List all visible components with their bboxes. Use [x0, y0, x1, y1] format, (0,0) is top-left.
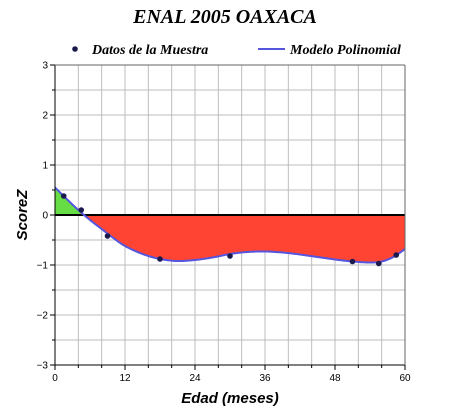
area-negative	[55, 215, 405, 263]
legend-marker-scatter	[72, 46, 78, 52]
x-tick-label: 60	[399, 373, 411, 384]
data-point	[375, 260, 382, 267]
x-tick-label: 0	[52, 373, 58, 384]
series-line-modelo-polinomial	[54, 186, 406, 264]
y-axis-label: ScoreZ	[14, 189, 31, 241]
plot-area: 0 12 24 36 48 60 3 2 1 0 −1 −2 −3	[37, 61, 411, 385]
x-axis-label: Edad (meses)	[181, 390, 279, 407]
x-tick-label: 24	[189, 373, 201, 384]
data-point	[393, 252, 400, 258]
data-point	[157, 256, 163, 262]
x-tick-label: 36	[259, 373, 271, 384]
y-tick-label: 2	[42, 111, 48, 122]
data-point	[349, 258, 356, 265]
y-tick-label: 0	[42, 211, 48, 222]
legend-label-line: Modelo Polinomial	[289, 43, 401, 58]
y-tick-label: −1	[37, 261, 49, 272]
legend-label-scatter: Datos de la Muestra	[91, 43, 208, 58]
legend: Datos de la Muestra Modelo Polinomial	[72, 43, 401, 58]
data-point	[60, 193, 67, 199]
y-tick-label: −3	[37, 361, 49, 372]
y-tick-label: 1	[42, 161, 48, 172]
data-point	[78, 207, 85, 213]
chart-title: ENAL 2005 OAXACA	[132, 6, 317, 28]
data-point	[104, 233, 111, 239]
data-point	[227, 253, 233, 259]
y-tick-label: 3	[42, 61, 48, 72]
y-tick-label: −2	[37, 311, 49, 322]
x-tick-label: 48	[329, 373, 341, 384]
x-tick-label: 12	[119, 373, 131, 384]
